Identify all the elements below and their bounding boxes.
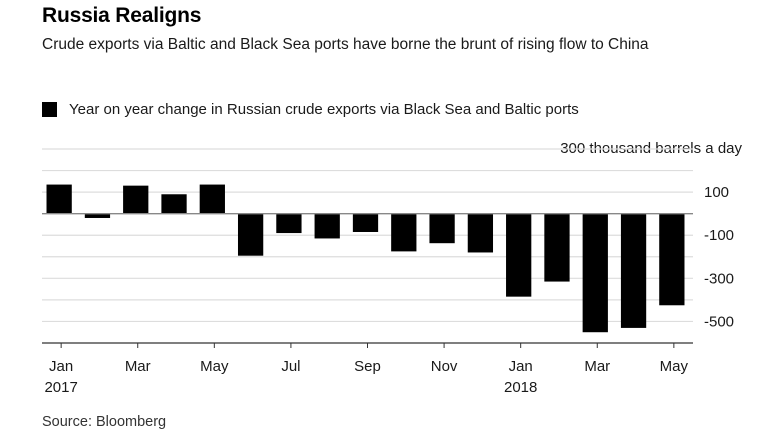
y-tick-label: -500	[704, 313, 734, 330]
source-note: Source: Bloomberg	[42, 414, 167, 430]
y-tick-label: -100	[704, 227, 734, 244]
bar	[237, 213, 264, 256]
bar	[199, 184, 225, 214]
chart-title: Russia Realigns	[42, 4, 202, 27]
legend-label: Year on year change in Russian crude exp…	[69, 101, 579, 118]
bar	[123, 185, 149, 214]
bar	[544, 213, 570, 282]
bar	[276, 213, 302, 234]
bar	[84, 213, 111, 218]
bar	[582, 213, 608, 333]
x-tick-label: Mar	[125, 358, 151, 375]
bar	[352, 213, 379, 232]
bar	[467, 213, 494, 253]
legend: Year on year change in Russian crude exp…	[42, 101, 579, 118]
bar	[391, 213, 417, 252]
bar	[46, 184, 72, 214]
y-tick-label: 100	[704, 184, 729, 201]
bar	[620, 213, 647, 328]
x-tick-year-label: 2018	[504, 379, 537, 396]
x-tick-label: Sep	[354, 358, 381, 375]
bar	[506, 213, 532, 297]
x-tick-label: Jan	[509, 358, 533, 375]
chart-subtitle: Crude exports via Baltic and Black Sea p…	[42, 36, 649, 53]
bar	[659, 213, 685, 306]
x-tick-year-label: 2017	[44, 379, 77, 396]
x-tick-label: Mar	[584, 358, 610, 375]
legend-swatch	[42, 102, 57, 117]
y-tick-label: -300	[704, 270, 734, 287]
x-tick-label: May	[660, 358, 689, 375]
x-tick-label: Nov	[431, 358, 458, 375]
x-tick-label: Jan	[49, 358, 73, 375]
x-tick-label: Jul	[281, 358, 300, 375]
bar	[429, 213, 455, 244]
x-tick-label: May	[200, 358, 229, 375]
bar	[314, 213, 340, 239]
bar	[161, 194, 187, 214]
